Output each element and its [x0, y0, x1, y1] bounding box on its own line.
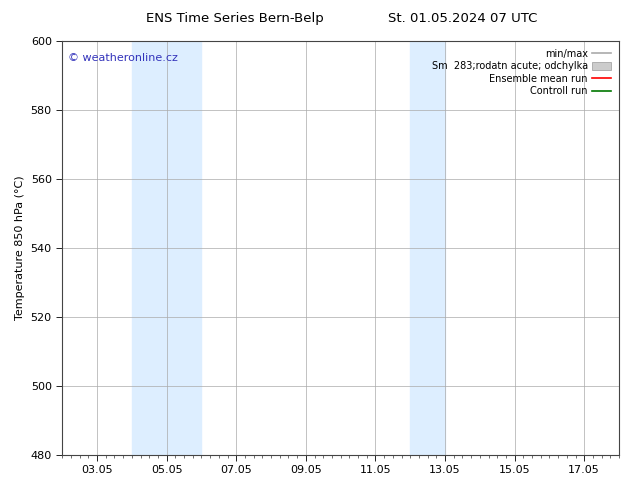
Text: ENS Time Series Bern-Belp: ENS Time Series Bern-Belp: [146, 12, 323, 25]
Legend: min/max, Sm  283;rodatn acute; odchylka, Ensemble mean run, Controll run: min/max, Sm 283;rodatn acute; odchylka, …: [429, 46, 614, 99]
Bar: [132, 41, 202, 455]
Bar: [410, 41, 445, 455]
Text: © weatheronline.cz: © weatheronline.cz: [68, 53, 178, 64]
Y-axis label: Temperature 850 hPa (°C): Temperature 850 hPa (°C): [15, 175, 25, 320]
Text: St. 01.05.2024 07 UTC: St. 01.05.2024 07 UTC: [388, 12, 538, 25]
